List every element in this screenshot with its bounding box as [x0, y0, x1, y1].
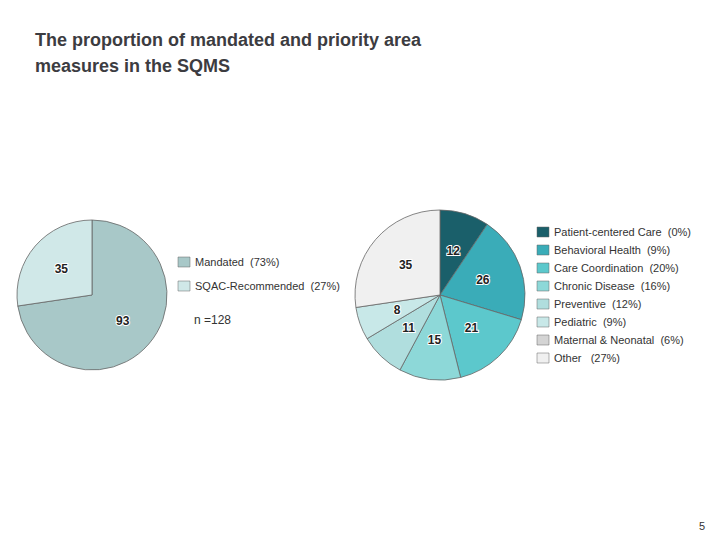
svg-text:8: 8 — [394, 303, 401, 317]
svg-text:35: 35 — [399, 258, 413, 272]
svg-text:Maternal & Neonatal (6%): Maternal & Neonatal (6%) — [554, 334, 684, 346]
svg-text:Pediatric (9%): Pediatric (9%) — [554, 316, 626, 328]
svg-text:Patient-centered Care (0%): Patient-centered Care (0%) — [554, 226, 691, 238]
svg-text:21: 21 — [465, 321, 479, 335]
svg-text:Mandated (73%): Mandated (73%) — [195, 256, 279, 268]
svg-text:35: 35 — [55, 262, 69, 276]
svg-text:Chronic Disease (16%): Chronic Disease (16%) — [554, 280, 670, 292]
svg-text:n =128: n =128 — [194, 313, 231, 327]
svg-text:93: 93 — [116, 314, 130, 328]
svg-text:12: 12 — [447, 244, 461, 258]
svg-text:26: 26 — [476, 273, 490, 287]
svg-text:Care Coordination (20%): Care Coordination (20%) — [554, 262, 679, 274]
svg-text:5: 5 — [699, 520, 705, 532]
svg-text:SQAC-Recommended (27%): SQAC-Recommended (27%) — [195, 280, 340, 292]
svg-text:Preventive (12%): Preventive (12%) — [554, 298, 641, 310]
svg-text:measures in the SQMS: measures in the SQMS — [35, 56, 230, 76]
svg-text:15: 15 — [428, 333, 442, 347]
svg-text:11: 11 — [402, 321, 415, 335]
svg-text:Behavioral Health (9%): Behavioral Health (9%) — [554, 244, 670, 256]
svg-text:Other (27%): Other (27%) — [554, 352, 620, 364]
svg-text:The proportion of mandated and: The proportion of mandated and priority … — [35, 30, 422, 50]
